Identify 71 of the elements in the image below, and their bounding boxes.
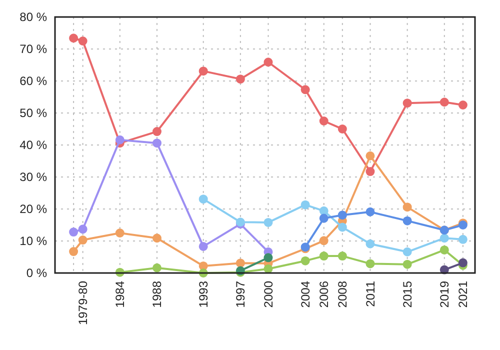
point — [402, 247, 412, 256]
point — [366, 207, 375, 216]
y-tick-label: 80 % — [20, 10, 48, 24]
point — [236, 74, 245, 84]
x-tick-label: 2019 — [438, 280, 452, 308]
x-tick-label: 1997 — [234, 280, 248, 308]
y-tick-label: 20 % — [20, 202, 48, 216]
point — [402, 202, 412, 212]
point — [236, 258, 245, 268]
point — [402, 98, 412, 108]
point — [300, 256, 310, 266]
point — [300, 200, 310, 210]
point — [319, 214, 328, 223]
point — [319, 236, 328, 246]
point — [366, 259, 375, 268]
point — [115, 135, 124, 144]
point — [78, 236, 88, 245]
point — [319, 116, 328, 126]
point — [152, 263, 162, 272]
y-tick-label: 50 % — [20, 106, 48, 120]
point — [198, 242, 208, 251]
x-tick-label: 2021 — [456, 280, 470, 308]
y-tick-label: 60 % — [20, 74, 48, 88]
point — [152, 127, 162, 136]
x-tick-label: 2004 — [298, 280, 313, 308]
point — [115, 228, 124, 238]
x-tick-label: 1984 — [113, 280, 128, 308]
x-tick-label: 1979-80 — [76, 280, 90, 326]
point — [264, 253, 273, 262]
point — [366, 167, 375, 176]
point — [338, 210, 347, 220]
point — [78, 36, 88, 46]
y-tick-label: 30 % — [20, 170, 48, 184]
point — [338, 222, 347, 232]
point — [338, 252, 347, 261]
point — [458, 234, 468, 244]
point — [458, 100, 468, 110]
x-tick-label: 1993 — [196, 280, 211, 308]
y-tick-label: 40 % — [20, 138, 48, 152]
point — [264, 58, 273, 67]
point — [402, 260, 412, 269]
point — [69, 34, 78, 43]
point — [458, 258, 468, 268]
point — [440, 245, 449, 254]
point — [319, 252, 328, 261]
x-tick-label: 2011 — [363, 280, 378, 307]
x-tick-label: 2006 — [317, 280, 332, 308]
y-tick-label: 0 % — [26, 266, 48, 280]
point — [440, 98, 449, 107]
point — [69, 228, 78, 237]
x-tick-label: 2015 — [400, 280, 415, 308]
point — [198, 66, 208, 76]
point — [152, 234, 162, 243]
y-tick-label: 10 % — [20, 234, 48, 248]
point — [264, 264, 273, 274]
point — [366, 151, 375, 160]
x-tick-label: 1988 — [150, 280, 164, 308]
x-tick-label: 2008 — [336, 280, 350, 308]
point — [152, 138, 162, 148]
point — [78, 224, 88, 234]
point — [300, 85, 310, 94]
y-tick-label: 70 % — [20, 42, 48, 56]
x-tick-label: 2000 — [261, 280, 276, 308]
point — [198, 194, 208, 204]
point — [338, 124, 347, 134]
point — [264, 218, 273, 227]
point — [69, 247, 78, 256]
point — [319, 206, 328, 216]
point — [440, 234, 449, 243]
point — [366, 239, 375, 248]
point — [402, 216, 412, 226]
